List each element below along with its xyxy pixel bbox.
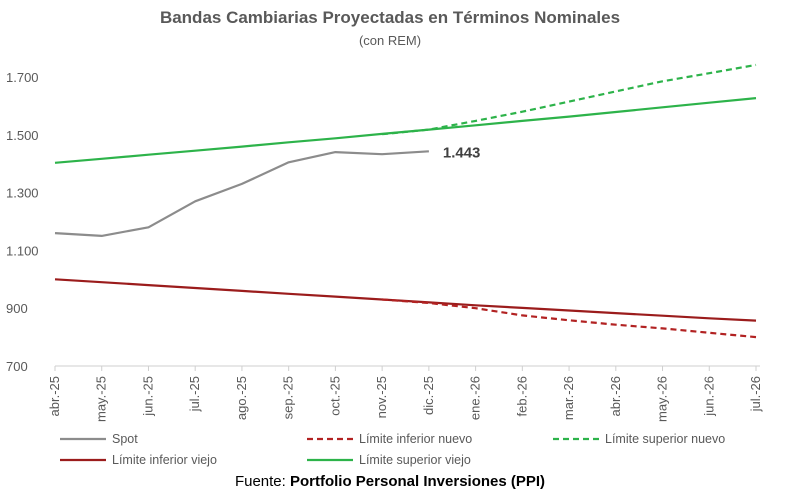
x-tick-label: abr.-25 bbox=[47, 376, 62, 416]
y-tick-label: 1.500 bbox=[6, 128, 39, 143]
series-lines bbox=[54, 63, 757, 339]
legend-item-limite-superior-viejo: Límite superior viejo bbox=[307, 453, 471, 467]
legend-item-spot: Spot bbox=[60, 432, 138, 446]
x-tick-label: abr.-26 bbox=[608, 376, 623, 416]
x-tick-label: may.-26 bbox=[655, 376, 670, 422]
source-name: Portfolio Personal Inversiones (PPI) bbox=[289, 473, 546, 490]
series-line-limite-inferior-viejo bbox=[54, 278, 757, 322]
y-tick-label: 1.100 bbox=[6, 243, 39, 258]
legend-label-limite-superior-viejo: Límite superior viejo bbox=[359, 453, 471, 467]
legend-item-limite-superior-nuevo: Límite superior nuevo bbox=[553, 432, 725, 446]
series-line-limite-inferior-nuevo bbox=[382, 298, 757, 339]
data-label-spot-last: 1.443 bbox=[443, 144, 481, 161]
chart-plot: 700 900 1.100 1.300 1.500 1.700 abr.-25 may.-25… bbox=[6, 63, 763, 422]
data-labels: 1.443 bbox=[443, 144, 481, 161]
legend-label-limite-inferior-nuevo: Límite inferior nuevo bbox=[359, 432, 473, 446]
legend-swatch-limite-superior-viejo bbox=[307, 458, 353, 462]
x-tick-label: jun.-26 bbox=[701, 376, 716, 417]
y-tick-label: 900 bbox=[6, 301, 28, 316]
series-line-spot bbox=[54, 150, 429, 237]
chart-title: Bandas Cambiarias Proyectadas en Término… bbox=[159, 8, 621, 27]
legend-label-limite-inferior-viejo: Límite inferior viejo bbox=[112, 453, 217, 467]
legend-swatch-limite-inferior-nuevo bbox=[307, 437, 353, 441]
y-tick-label: 1.300 bbox=[6, 186, 39, 201]
chart-subtitle: (con REM) bbox=[358, 33, 422, 48]
x-tick-label: jul.-26 bbox=[748, 376, 763, 412]
source-note: Fuente: Portfolio Personal Inversiones (… bbox=[0, 473, 780, 490]
x-tick-label: jul.-25 bbox=[187, 376, 202, 412]
axes: 700 900 1.100 1.300 1.500 1.700 abr.-25 may.-25… bbox=[6, 70, 763, 422]
x-tick-label: nov.-25 bbox=[374, 376, 389, 418]
legend-item-limite-inferior-nuevo: Límite inferior nuevo bbox=[307, 432, 472, 446]
x-tick-label: ago.-25 bbox=[234, 376, 249, 420]
legend-label-limite-superior-nuevo: Límite superior nuevo bbox=[605, 432, 726, 446]
series-line-limite-superior-nuevo bbox=[381, 63, 757, 136]
legend-item-limite-inferior-viejo: Límite inferior viejo bbox=[60, 453, 217, 467]
source-prefix: Fuente: bbox=[234, 473, 290, 490]
legend-swatch-limite-superior-nuevo bbox=[553, 437, 599, 441]
x-tick-label: jun.-25 bbox=[140, 376, 155, 417]
x-tick-label: mar.-26 bbox=[561, 376, 576, 420]
legend-swatch-spot bbox=[60, 437, 106, 441]
y-tick-label: 700 bbox=[6, 359, 28, 374]
legend-swatch-limite-inferior-viejo bbox=[60, 458, 106, 462]
x-tick-label: ene.-26 bbox=[468, 376, 483, 420]
x-tick-label: may.-25 bbox=[94, 376, 109, 422]
x-tick-label: dic.-25 bbox=[421, 376, 436, 415]
legend-label-spot: Spot bbox=[112, 432, 138, 446]
x-tick-label: oct.-25 bbox=[327, 376, 342, 416]
y-tick-label: 1.700 bbox=[6, 70, 39, 85]
x-tick-label: sep.-25 bbox=[281, 376, 296, 419]
x-tick-label: feb.-26 bbox=[514, 376, 529, 416]
